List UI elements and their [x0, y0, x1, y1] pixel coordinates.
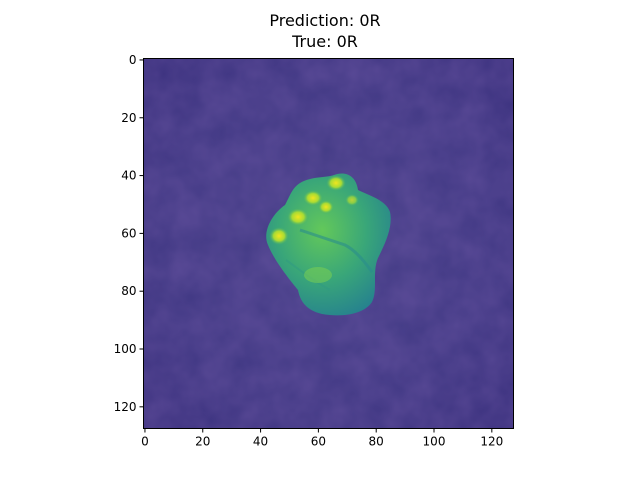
image-content — [143, 58, 513, 428]
y-tick-label: 40 — [121, 169, 136, 183]
x-tick-label: 60 — [311, 435, 326, 449]
x-tick-label: 100 — [423, 435, 446, 449]
x-tick-label: 20 — [195, 435, 210, 449]
title-prediction: Prediction: 0R — [269, 11, 381, 30]
x-tick-label: 80 — [369, 435, 384, 449]
title-true: True: 0R — [292, 32, 358, 51]
y-tick-label: 80 — [121, 284, 136, 298]
y-axis: 0 20 40 60 80 100 120 — [114, 53, 144, 414]
x-tick-label: 0 — [141, 435, 149, 449]
x-tick-label: 40 — [253, 435, 268, 449]
x-axis: 0 20 40 60 80 100 120 — [141, 428, 503, 449]
y-tick-label: 100 — [114, 342, 137, 356]
y-tick-label: 20 — [121, 111, 136, 125]
x-tick-label: 120 — [480, 435, 503, 449]
y-tick-label: 60 — [121, 226, 136, 240]
y-tick-label: 0 — [129, 53, 137, 67]
axes-frame — [143, 58, 514, 429]
y-tick-label: 120 — [114, 400, 137, 414]
